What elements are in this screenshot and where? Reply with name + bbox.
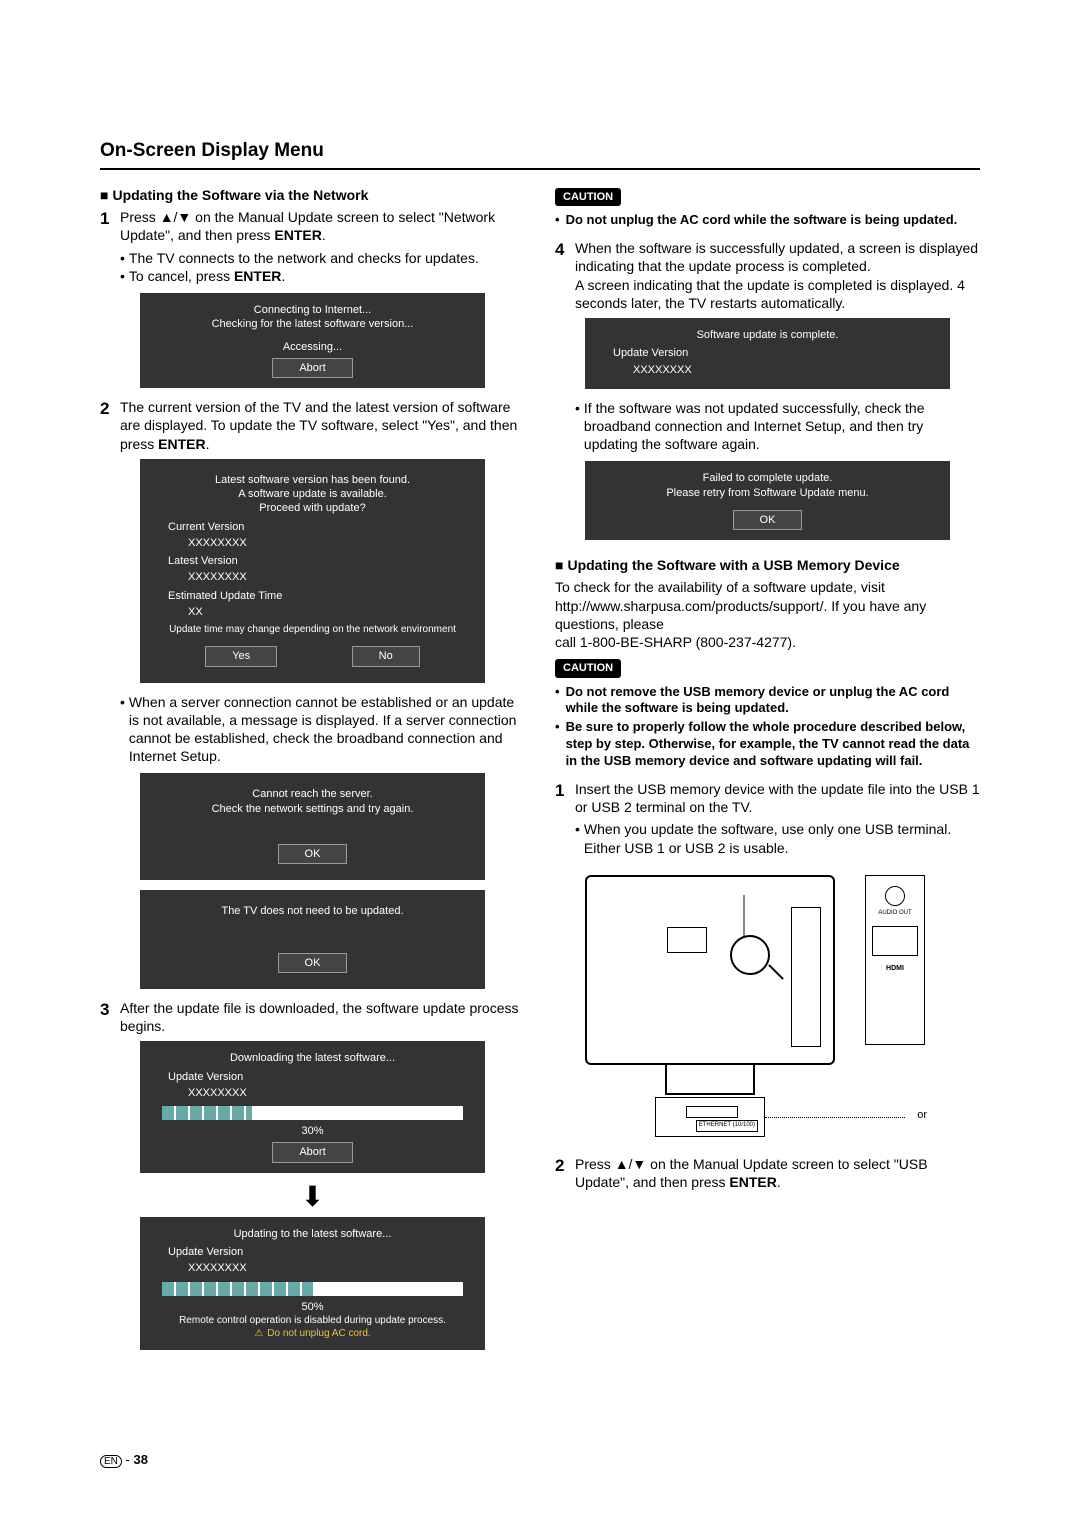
bullet: If the software was not updated successf… (575, 399, 980, 454)
screen-server-error: Cannot reach the server. Check the netwo… (140, 773, 485, 880)
page-footer: EN - 38 (100, 1452, 148, 1467)
bullet: To cancel, press ENTER. (120, 267, 525, 285)
port-hdmi (872, 926, 918, 956)
right-column: CAUTION Do not unplug the AC cord while … (555, 186, 980, 1360)
usb-step-1: 1 Insert the USB memory device with the … (555, 780, 980, 816)
progress-bar (162, 1282, 463, 1296)
ok-button: OK (278, 844, 348, 864)
caution-item: Do not remove the USB memory device or u… (555, 684, 980, 718)
network-update-heading: ■Updating the Software via the Network (100, 186, 525, 204)
arrow-down-icon: ⬇ (100, 1183, 525, 1211)
usb-update-heading: ■Updating the Software with a USB Memory… (555, 556, 980, 574)
tv-usb-diagram: AUDIO OUT HDMI ETHERNET (10/100) or (575, 865, 935, 1145)
step-1: 1 Press ▲/▼ on the Manual Update screen … (100, 208, 525, 244)
yes-button: Yes (205, 646, 277, 666)
caution-badge: CAUTION (555, 188, 621, 206)
usb-phone: call 1-800-BE-SHARP (800-237-4277). (555, 633, 980, 651)
usb-step-2: 2 Press ▲/▼ on the Manual Update screen … (555, 1155, 980, 1191)
usb-slot: ETHERNET (10/100) (655, 1097, 765, 1137)
step-2: 2 The current version of the TV and the … (100, 398, 525, 453)
or-label: or (917, 1108, 927, 1122)
title-rule (100, 168, 980, 170)
screen-connecting: Connecting to Internet... Checking for t… (140, 293, 485, 388)
bullet: When a server connection cannot be estab… (120, 693, 525, 766)
warning-icon: Do not unplug AC cord. (148, 1327, 477, 1340)
screen-downloading: Downloading the latest software... Updat… (140, 1041, 485, 1172)
progress-bar (162, 1106, 463, 1120)
caution-badge: CAUTION (555, 659, 621, 677)
abort-button: Abort (272, 1142, 352, 1162)
abort-button: Abort (272, 358, 352, 378)
screen-no-update: The TV does not need to be updated. OK (140, 890, 485, 989)
screen-failed: Failed to complete update. Please retry … (585, 461, 950, 540)
ok-button: OK (733, 510, 803, 530)
left-column: ■Updating the Software via the Network 1… (100, 186, 525, 1360)
step-3: 3 After the update file is downloaded, t… (100, 999, 525, 1035)
usb-intro: To check for the availability of a softw… (555, 578, 980, 633)
screen-updating: Updating to the latest software... Updat… (140, 1217, 485, 1350)
bullet: The TV connects to the network and check… (120, 249, 525, 267)
caution-item: Be sure to properly follow the whole pro… (555, 719, 980, 770)
screen-version-found: Latest software version has been found. … (140, 459, 485, 683)
caution-item: Do not unplug the AC cord while the soft… (555, 212, 980, 229)
no-button: No (352, 646, 420, 666)
port-audio-out (885, 886, 905, 906)
bullet: When you update the software, use only o… (575, 820, 980, 856)
step-4: 4 When the software is successfully upda… (555, 239, 980, 312)
ok-button: OK (278, 953, 348, 973)
screen-complete: Software update is complete. Update Vers… (585, 318, 950, 389)
page-title: On-Screen Display Menu (100, 140, 980, 162)
magnify-icon (730, 935, 770, 975)
